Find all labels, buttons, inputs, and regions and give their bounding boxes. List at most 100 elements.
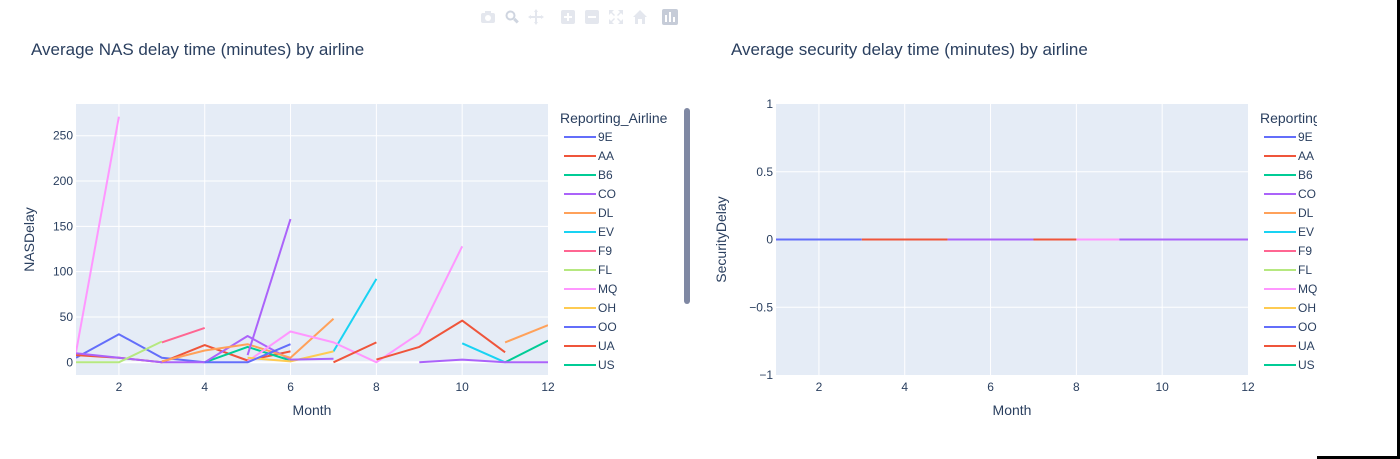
series-line-dl[interactable] bbox=[504, 324, 548, 344]
x-tick-label: 2 bbox=[116, 380, 123, 394]
x-tick-label: 10 bbox=[456, 380, 470, 394]
legend-label: MQ bbox=[1298, 282, 1317, 296]
series-line-9e[interactable] bbox=[76, 333, 205, 364]
y-tick-label: 0 bbox=[766, 233, 773, 247]
legend: Reporting_Airline 9E AA B6 CO DL EV F9 FL MQ OH OO U… bbox=[560, 108, 690, 372]
legend-item-us[interactable]: US bbox=[564, 358, 615, 372]
series-group bbox=[76, 116, 548, 364]
y-tick-label: 200 bbox=[53, 174, 73, 188]
y-tick-label: 0 bbox=[66, 355, 73, 369]
series-line-mq[interactable] bbox=[76, 116, 120, 353]
legend-label: DL bbox=[1298, 206, 1314, 220]
chart-title: Average NAS delay time (minutes) by airl… bbox=[31, 40, 364, 59]
series-line-b6[interactable] bbox=[204, 345, 291, 364]
legend-item-aa[interactable]: AA bbox=[1264, 149, 1314, 163]
zoom-icon[interactable] bbox=[502, 7, 522, 27]
series-line-ev[interactable] bbox=[332, 278, 378, 352]
legend-label: US bbox=[598, 358, 615, 372]
legend-item-ua[interactable]: UA bbox=[564, 339, 615, 353]
page-edge bbox=[1317, 0, 1400, 459]
legend-item-b6[interactable]: B6 bbox=[564, 168, 613, 182]
legend-label: MQ bbox=[598, 282, 617, 296]
legend-item-co[interactable]: CO bbox=[564, 187, 616, 201]
series-line-ua[interactable] bbox=[376, 319, 506, 361]
series-line-dl[interactable] bbox=[161, 318, 335, 363]
series-line-f9[interactable] bbox=[161, 326, 206, 344]
y-tick-label: 150 bbox=[53, 219, 73, 233]
x-tick-label: 12 bbox=[541, 380, 555, 394]
legend-item-mq[interactable]: MQ bbox=[564, 282, 617, 296]
legend-item-aa[interactable]: AA bbox=[564, 149, 614, 163]
autoscale-icon[interactable] bbox=[606, 7, 626, 27]
x-tick-label: 8 bbox=[373, 380, 380, 394]
series-line-oo[interactable] bbox=[204, 343, 291, 364]
legend-label: 9E bbox=[598, 130, 613, 144]
legend-label: AA bbox=[1298, 149, 1314, 163]
legend-item-f9[interactable]: F9 bbox=[564, 244, 612, 258]
y-tick-label: −0.5 bbox=[749, 300, 773, 314]
legend-label: OO bbox=[598, 320, 617, 334]
series-line-co[interactable] bbox=[290, 357, 334, 361]
series-line-oh[interactable] bbox=[247, 350, 334, 363]
series-line-ev[interactable] bbox=[461, 342, 506, 364]
page-edge-border-vertical bbox=[1397, 0, 1400, 459]
legend-item-oo[interactable]: OO bbox=[1264, 320, 1317, 334]
legend-item-ev[interactable]: EV bbox=[564, 225, 614, 239]
legend-label: UA bbox=[598, 339, 615, 353]
legend-scrollbar[interactable] bbox=[684, 108, 690, 304]
legend-item-us[interactable]: US bbox=[1264, 358, 1315, 372]
x-tick-label: 6 bbox=[987, 380, 994, 394]
x-axis-label: Month bbox=[293, 402, 332, 418]
series-line-co[interactable] bbox=[76, 335, 291, 364]
legend-item-mq[interactable]: MQ bbox=[1264, 282, 1317, 296]
x-tick-label: 10 bbox=[1156, 380, 1170, 394]
legend-item-fl[interactable]: FL bbox=[564, 263, 612, 277]
y-tick-label: 1 bbox=[766, 97, 773, 111]
legend-item-ev[interactable]: EV bbox=[1264, 225, 1314, 239]
legend-item-b6[interactable]: B6 bbox=[1264, 168, 1313, 182]
x-axis-label: Month bbox=[993, 402, 1032, 418]
legend-item-f9[interactable]: F9 bbox=[1264, 244, 1312, 258]
x-tick-label: 4 bbox=[901, 380, 908, 394]
legend-label: DL bbox=[598, 206, 614, 220]
legend-item-9e[interactable]: 9E bbox=[1264, 130, 1313, 144]
legend-label: AA bbox=[598, 149, 614, 163]
gridlines bbox=[76, 104, 548, 375]
legend-item-9e[interactable]: 9E bbox=[564, 130, 613, 144]
y-tick-label: 250 bbox=[53, 129, 73, 143]
legend-item-dl[interactable]: DL bbox=[564, 206, 614, 220]
x-tick-label: 2 bbox=[816, 380, 823, 394]
plotly-logo-icon[interactable] bbox=[660, 7, 680, 27]
legend-label: B6 bbox=[1298, 168, 1313, 182]
legend-label: OH bbox=[1298, 301, 1316, 315]
series-line-us[interactable] bbox=[504, 339, 548, 364]
legend-item-oh[interactable]: OH bbox=[564, 301, 616, 315]
legend-item-fl[interactable]: FL bbox=[1264, 263, 1312, 277]
legend-item-ua[interactable]: UA bbox=[1264, 339, 1315, 353]
security-delay-chart[interactable]: Average security delay time (minutes) by… bbox=[700, 0, 1400, 459]
legend-label: B6 bbox=[598, 168, 613, 182]
legend-label: 9E bbox=[1298, 130, 1313, 144]
zoom-out-icon[interactable] bbox=[582, 7, 602, 27]
y-tick-label: 100 bbox=[53, 265, 73, 279]
series-line-co[interactable] bbox=[419, 358, 548, 364]
legend-label: FL bbox=[1298, 263, 1312, 277]
series-line-co[interactable] bbox=[246, 218, 292, 356]
legend-item-co[interactable]: CO bbox=[1264, 187, 1316, 201]
legend-item-oo[interactable]: OO bbox=[564, 320, 617, 334]
y-tick-label: 50 bbox=[60, 310, 74, 324]
legend-label: F9 bbox=[598, 244, 612, 258]
pan-icon[interactable] bbox=[526, 7, 546, 27]
plot-area[interactable] bbox=[76, 104, 548, 375]
legend-label: US bbox=[1298, 358, 1315, 372]
home-icon[interactable] bbox=[630, 7, 650, 27]
nas-delay-chart[interactable]: Average NAS delay time (minutes) by airl… bbox=[0, 0, 700, 459]
series-line-ua[interactable] bbox=[333, 341, 377, 364]
camera-icon[interactable] bbox=[478, 7, 498, 27]
series-line-fl[interactable] bbox=[76, 340, 163, 364]
zoom-in-icon[interactable] bbox=[558, 7, 578, 27]
page-edge-border-horizontal bbox=[1317, 456, 1400, 459]
legend-label: F9 bbox=[1298, 244, 1312, 258]
legend-item-oh[interactable]: OH bbox=[1264, 301, 1316, 315]
legend-item-dl[interactable]: DL bbox=[1264, 206, 1314, 220]
